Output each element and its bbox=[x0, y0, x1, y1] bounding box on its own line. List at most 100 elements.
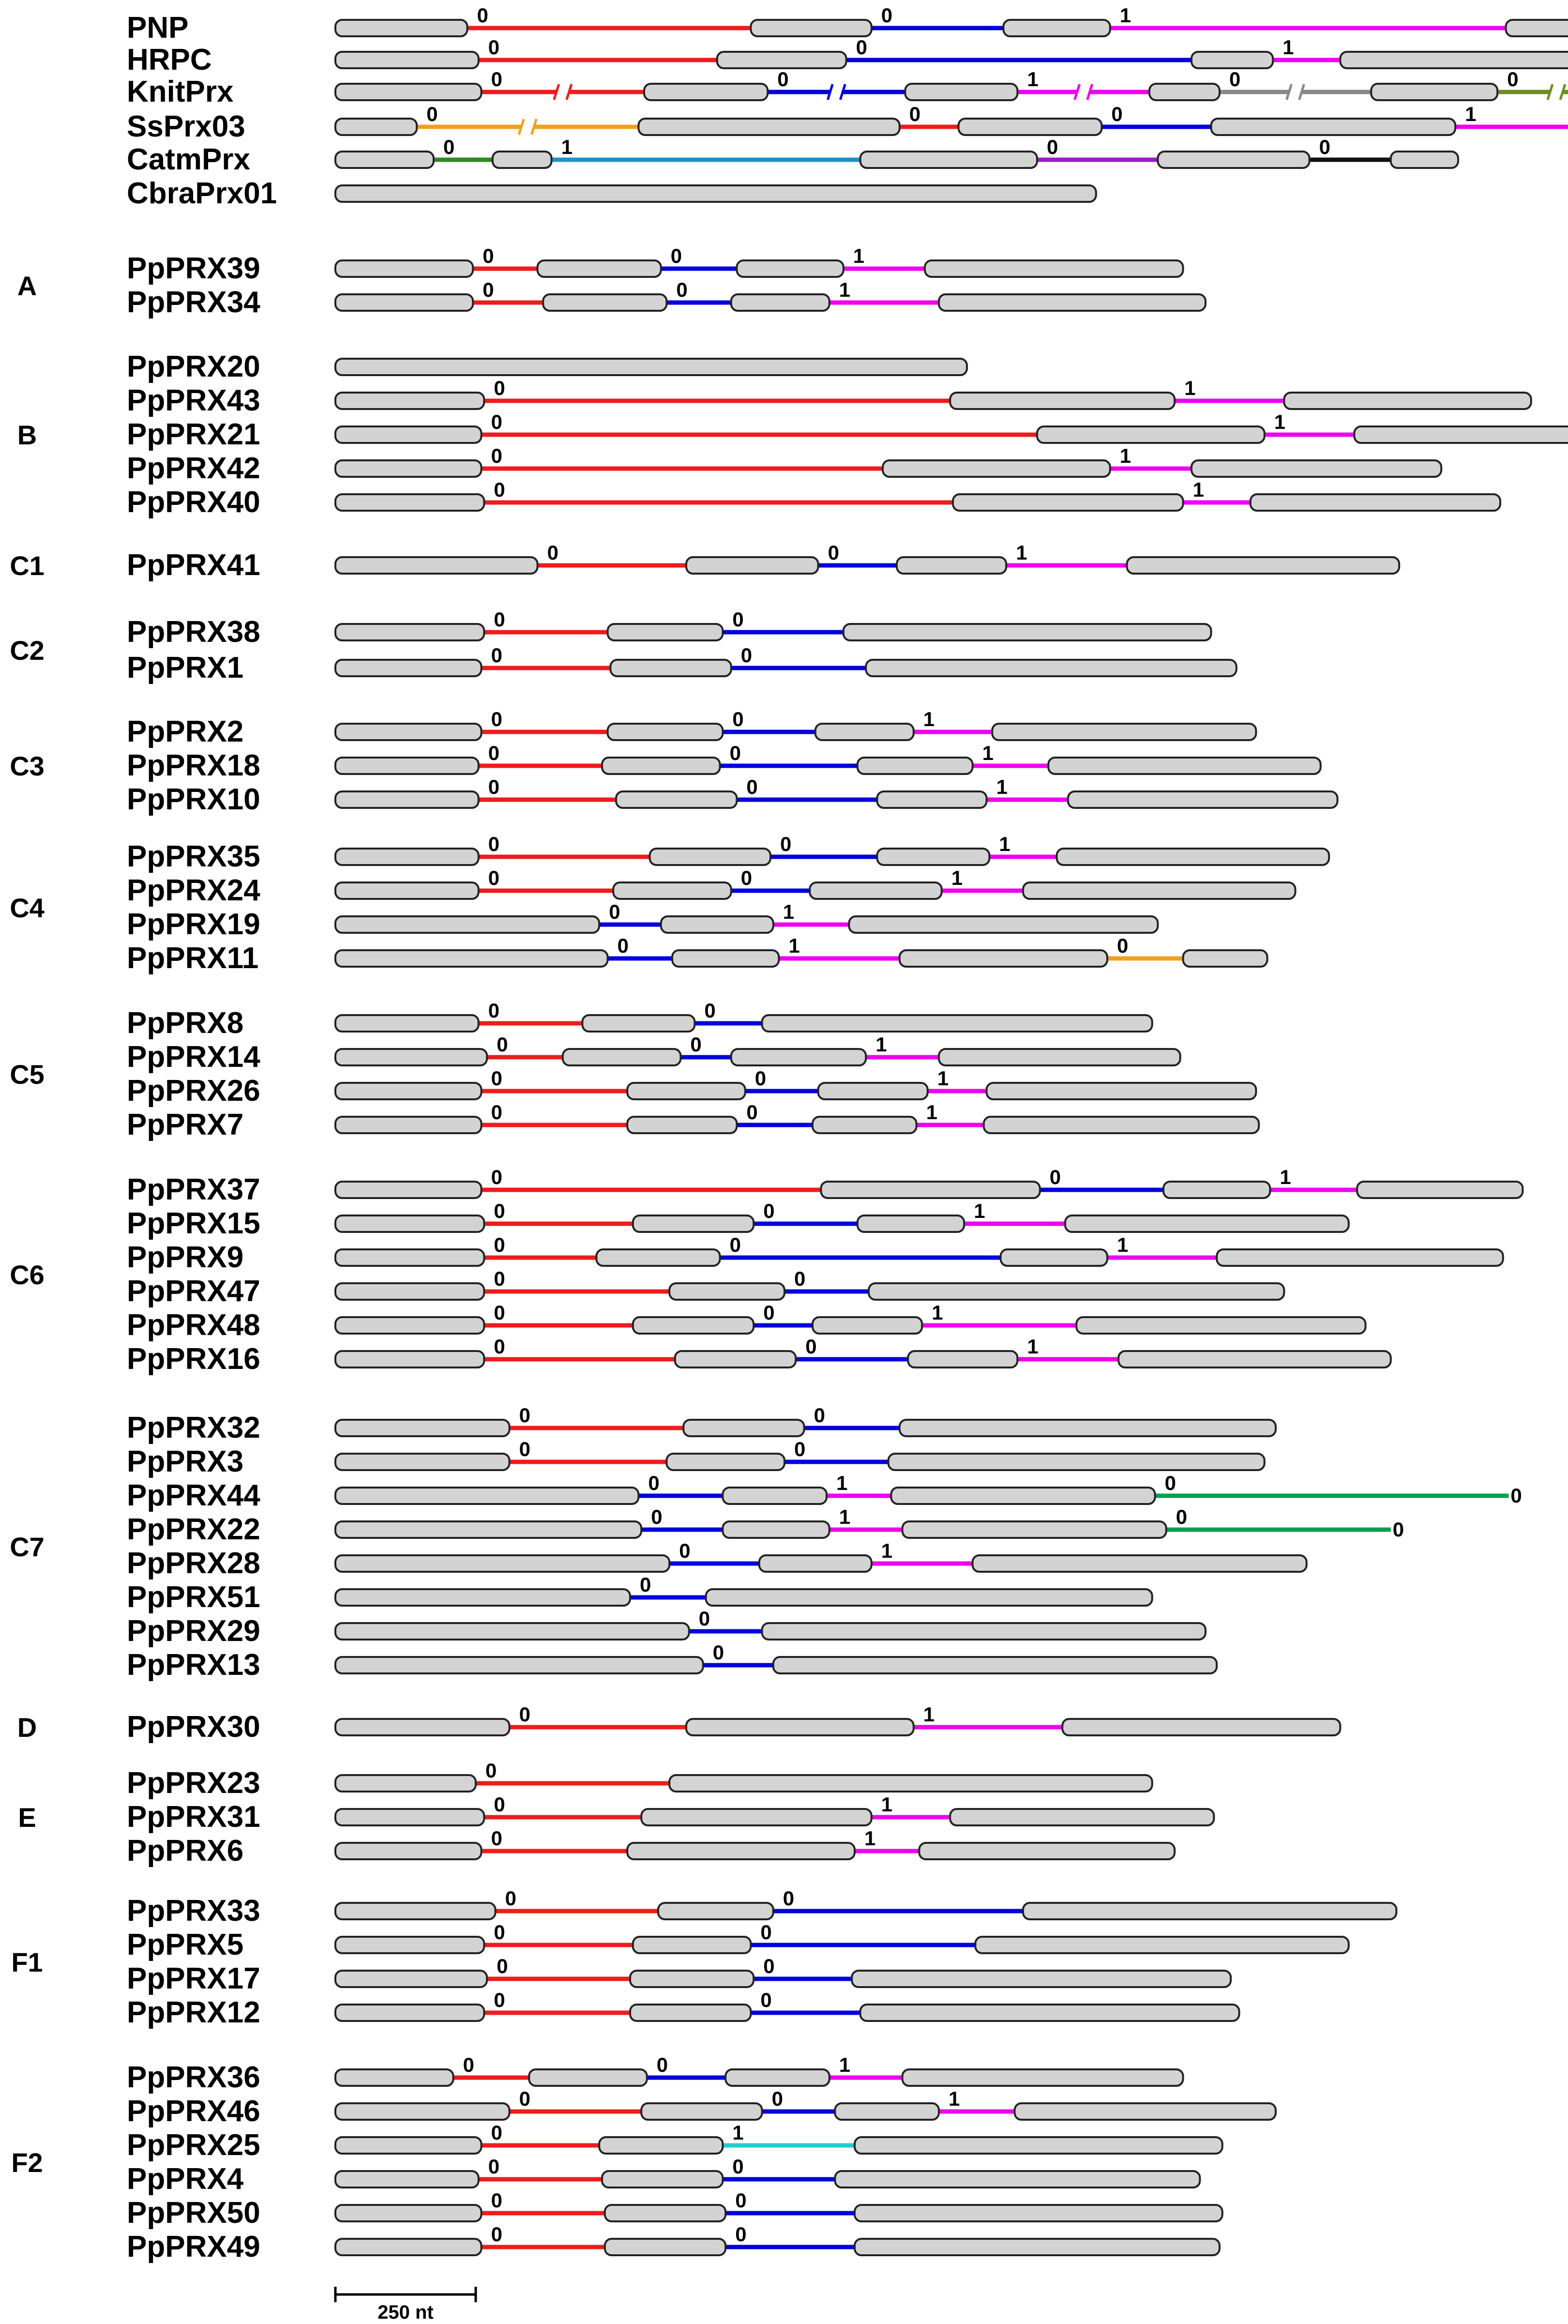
intron-end-label: 0 bbox=[1393, 1518, 1404, 1541]
exon bbox=[859, 151, 1038, 169]
exon bbox=[674, 1350, 797, 1368]
intron-phase-label: 0 bbox=[794, 1438, 805, 1460]
intron-phase-label: 0 bbox=[494, 1335, 505, 1358]
scale-bar: 250 nt bbox=[334, 2287, 477, 2323]
exon bbox=[334, 392, 485, 410]
intron-phase-label: 1 bbox=[1274, 410, 1285, 433]
exon bbox=[1356, 1181, 1524, 1199]
gene-name: PpPRX12 bbox=[127, 1996, 260, 2029]
gene-row: PpPRX9 0 0 1 bbox=[127, 1233, 1504, 1274]
gene-row: PpPRX28 0 1 bbox=[127, 1539, 1308, 1580]
gene-row: PpPRX33 0 0 bbox=[127, 1887, 1398, 1928]
gene-row: PpPRX7 0 0 1 bbox=[127, 1101, 1260, 1141]
exon bbox=[643, 83, 769, 101]
gene-row: PpPRX18 0 0 1 bbox=[127, 742, 1322, 782]
gene-name: PpPRX1 bbox=[127, 651, 243, 684]
exon bbox=[334, 459, 482, 478]
exon bbox=[334, 1316, 485, 1335]
exon bbox=[1389, 151, 1460, 169]
exon bbox=[761, 1622, 1206, 1640]
exon bbox=[856, 1215, 965, 1233]
exon bbox=[1055, 848, 1330, 866]
exon bbox=[898, 1419, 1277, 1437]
exon bbox=[876, 790, 988, 809]
gene-name: PpPRX3 bbox=[127, 1445, 243, 1478]
exon bbox=[637, 118, 901, 136]
intron-phase-label: 1 bbox=[783, 900, 794, 923]
gene-row: PpPRX3 0 0 bbox=[127, 1438, 1266, 1478]
gene-name: PpPRX11 bbox=[127, 942, 258, 975]
intron-phase-label: 1 bbox=[1016, 541, 1027, 564]
exon bbox=[1148, 83, 1221, 101]
intron-phase-label: 0 bbox=[713, 1641, 724, 1664]
intron-phase-label: 0 bbox=[482, 244, 494, 267]
intron-phase-label: 1 bbox=[839, 1505, 850, 1528]
intron-phase-label: 0 bbox=[777, 68, 788, 91]
intron-phase-label: 1 bbox=[1193, 478, 1204, 501]
intron-phase-label: 0 bbox=[477, 4, 488, 27]
intron-phase-label: 1 bbox=[1117, 1233, 1128, 1256]
exon bbox=[971, 1554, 1308, 1573]
intron-phase-label: 0 bbox=[491, 1101, 502, 1124]
exon bbox=[812, 1116, 918, 1134]
gene-row: PpPRX46 0 0 1 bbox=[127, 2087, 1277, 2128]
intron-phase-label: 0 bbox=[783, 1887, 794, 1910]
exon bbox=[536, 259, 662, 278]
gene-name: PpPRX42 bbox=[127, 452, 260, 485]
gene-row: PpPRX26 0 0 1 bbox=[127, 1067, 1257, 1108]
intron-phase-label: 0 bbox=[909, 103, 920, 125]
group-label: D bbox=[17, 1712, 37, 1743]
intron-phase-label: 0 bbox=[482, 278, 494, 301]
gene-name: SsPrx03 bbox=[127, 110, 245, 143]
gene-name: PpPRX4 bbox=[127, 2162, 244, 2196]
exon bbox=[334, 1718, 511, 1736]
exon bbox=[626, 1116, 738, 1134]
gene-name: PpPRX35 bbox=[127, 840, 260, 873]
exon bbox=[334, 1554, 671, 1573]
group-label: B bbox=[17, 420, 37, 450]
gene-row: PpPRX21 0 1 bbox=[127, 410, 1568, 451]
gene-row: PpPRX13 0 bbox=[127, 1641, 1218, 1682]
intron-phase-label: 0 bbox=[497, 1955, 508, 1977]
intron-phase-label: 0 bbox=[763, 1955, 774, 1977]
intron-break-mark bbox=[1298, 84, 1305, 100]
intron-phase-label: 0 bbox=[491, 708, 502, 730]
intron-phase-label: 0 bbox=[763, 1301, 774, 1324]
intron-phase-label: 1 bbox=[996, 775, 1008, 798]
exon bbox=[949, 392, 1176, 410]
exon bbox=[334, 2068, 454, 2087]
exon bbox=[736, 259, 844, 278]
exon bbox=[629, 1970, 755, 1988]
intron-phase-label: 0 bbox=[828, 541, 839, 564]
gene-row: PpPRX40 0 1 bbox=[127, 478, 1502, 519]
exon bbox=[491, 151, 553, 169]
gene-name: PpPRX36 bbox=[127, 2061, 260, 2094]
intron-phase-label: 0 bbox=[491, 2223, 502, 2246]
exon bbox=[854, 2204, 1223, 2222]
exon bbox=[632, 1936, 752, 1954]
intron-phase-label: 0 bbox=[704, 999, 715, 1022]
gene-row: PpPRX22 0 1 0 0 bbox=[127, 1505, 1404, 1546]
intron-phase-label: 0 bbox=[856, 36, 867, 59]
intron-phase-label: 1 bbox=[1120, 4, 1131, 27]
intron-phase-label: 0 bbox=[755, 1067, 766, 1090]
intron-phase-label: 0 bbox=[746, 775, 757, 798]
exon bbox=[851, 1970, 1232, 1988]
exon bbox=[904, 83, 1019, 101]
gene-name: PpPRX47 bbox=[127, 1275, 260, 1308]
intron-phase-label: 0 bbox=[699, 1607, 710, 1630]
gene-row: PpPRX44 0 1 0 0 bbox=[127, 1472, 1522, 1512]
exon bbox=[668, 1282, 785, 1301]
gene-name: KnitPrx bbox=[127, 75, 234, 108]
intron-break-mark bbox=[839, 84, 846, 100]
exon bbox=[868, 1282, 1285, 1301]
exon bbox=[561, 1048, 682, 1066]
exon bbox=[1339, 51, 1568, 69]
intron-phase-label: 1 bbox=[881, 1793, 892, 1816]
intron-phase-label: 0 bbox=[488, 866, 499, 889]
exon bbox=[334, 848, 480, 866]
intron-phase-label: 0 bbox=[1111, 103, 1122, 125]
intron-phase-label: 0 bbox=[814, 1404, 825, 1427]
gene-name: HRPC bbox=[127, 43, 212, 76]
exon bbox=[334, 1282, 485, 1301]
